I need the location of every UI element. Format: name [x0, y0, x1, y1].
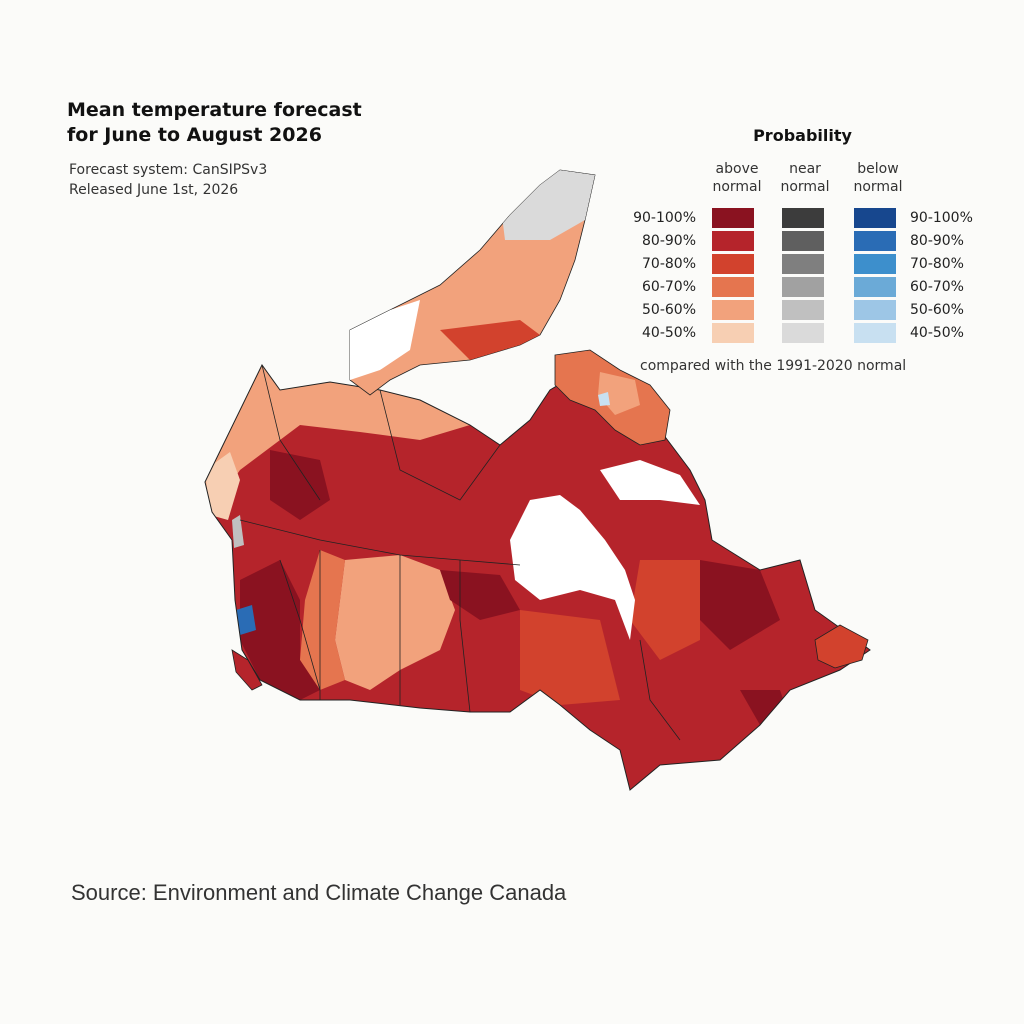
- forecast-system-text: Forecast system: CanSIPSv3: [69, 162, 268, 178]
- arctic-archipelago: [349, 169, 596, 396]
- patch-prairie-light: [335, 555, 455, 690]
- below-normal-swatch: [854, 300, 896, 320]
- newfoundland-island: [814, 624, 869, 669]
- range-label-right: 80-90%: [910, 233, 964, 249]
- range-label-left: 50-60%: [642, 302, 696, 318]
- above-normal-header: above normal: [697, 160, 777, 196]
- above-normal-swatch: [712, 277, 754, 297]
- patch-quebec-dark: [700, 560, 780, 650]
- below-normal-swatch: [854, 208, 896, 228]
- vancouver-island-shape: [231, 649, 263, 691]
- near-header-line-1: near: [789, 161, 821, 177]
- border-ontario-quebec: [639, 639, 681, 741]
- patch-prairie-mid: [300, 550, 345, 690]
- map-title: Mean temperature forecast for June to Au…: [67, 98, 362, 148]
- mainland-region: [204, 359, 871, 791]
- title-line-2: for June to August 2026: [67, 124, 322, 146]
- range-label-left: 60-70%: [642, 279, 696, 295]
- patch-hudson-east-mid: [630, 560, 700, 660]
- title-line-1: Mean temperature forecast: [67, 99, 362, 121]
- patch-coast-light: [205, 452, 240, 520]
- border-manitoba-ontario: [459, 560, 471, 713]
- archipelago-grey: [500, 170, 595, 240]
- below-normal-swatch: [854, 254, 896, 274]
- above-normal-swatch: [712, 254, 754, 274]
- range-label-left: 70-80%: [642, 256, 696, 272]
- hudson-bay: [510, 495, 635, 640]
- border-bc-alberta: [279, 559, 321, 691]
- near-normal-swatch: [782, 208, 824, 228]
- near-normal-swatch: [782, 231, 824, 251]
- above-normal-swatch: [712, 231, 754, 251]
- near-normal-swatch: [782, 300, 824, 320]
- range-label-left: 40-50%: [642, 325, 696, 341]
- range-label-right: 90-100%: [910, 210, 973, 226]
- near-normal-swatch: [782, 254, 824, 274]
- near-normal-header: near normal: [765, 160, 845, 196]
- forecast-info: Forecast system: CanSIPSv3 Released June…: [69, 160, 267, 200]
- newfoundland: [814, 624, 869, 669]
- patch-bc-blue: [236, 605, 256, 635]
- below-normal-header: below normal: [838, 160, 918, 196]
- probability-legend: Probability above normal near normal bel…: [610, 122, 990, 382]
- near-normal-swatch: [782, 277, 824, 297]
- below-header-line-1: below: [857, 161, 899, 177]
- near-normal-swatch: [782, 323, 824, 343]
- border-yukon-nwt: [261, 364, 321, 501]
- below-normal-swatch: [854, 277, 896, 297]
- range-label-right: 60-70%: [910, 279, 964, 295]
- legend-title: Probability: [753, 126, 852, 145]
- patch-bc-dark: [240, 560, 320, 700]
- below-normal-swatch: [854, 323, 896, 343]
- vancouver-island: [231, 649, 263, 691]
- probability-patches: [205, 365, 790, 725]
- baffin-blue: [598, 392, 610, 406]
- archipelago-white: [350, 300, 420, 380]
- range-label-left: 90-100%: [633, 210, 696, 226]
- legend-note: compared with the 1991-2020 normal: [640, 358, 907, 374]
- below-header-line-2: normal: [853, 179, 903, 195]
- range-label-right: 70-80%: [910, 256, 964, 272]
- baffin-island: [554, 349, 671, 446]
- below-normal-swatch: [854, 231, 896, 251]
- above-normal-swatch: [712, 323, 754, 343]
- patch-bc-grey: [232, 515, 244, 548]
- province-borders: [239, 364, 681, 741]
- above-normal-swatch: [712, 208, 754, 228]
- ungava-inlet: [600, 460, 700, 505]
- archipelago-dark: [440, 320, 540, 360]
- patch-yukon-dark: [270, 450, 330, 520]
- range-label-right: 50-60%: [910, 302, 964, 318]
- near-header-line-2: normal: [780, 179, 830, 195]
- range-label-left: 80-90%: [642, 233, 696, 249]
- patch-ontario-mid: [520, 610, 620, 705]
- range-label-right: 40-50%: [910, 325, 964, 341]
- above-normal-swatch: [712, 300, 754, 320]
- above-header-line-1: above: [715, 161, 759, 177]
- source-credit: Source: Environment and Climate Change C…: [71, 880, 567, 905]
- above-header-line-2: normal: [712, 179, 762, 195]
- border-nwt-nunavut: [379, 389, 501, 501]
- release-date-text: Released June 1st, 2026: [69, 182, 239, 198]
